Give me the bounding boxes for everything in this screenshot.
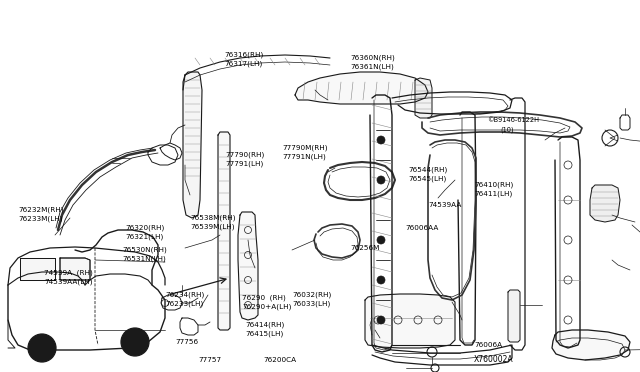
Polygon shape: [183, 72, 202, 218]
Circle shape: [377, 316, 385, 324]
Polygon shape: [415, 78, 432, 118]
Text: (10): (10): [500, 127, 514, 133]
Text: ©B9146-6122H: ©B9146-6122H: [487, 117, 539, 123]
Text: 74539A  (RH): 74539A (RH): [44, 270, 93, 276]
Text: 77756: 77756: [175, 339, 198, 345]
Text: 76316(RH): 76316(RH): [224, 52, 263, 58]
Text: 76233M(LH): 76233M(LH): [18, 216, 63, 222]
Circle shape: [121, 328, 149, 356]
Text: 77791N(LH): 77791N(LH): [282, 154, 326, 160]
Text: 76032(RH): 76032(RH): [292, 292, 332, 298]
Text: 76320(RH): 76320(RH): [125, 225, 164, 231]
Polygon shape: [60, 258, 90, 280]
Circle shape: [129, 336, 141, 348]
Text: 77757: 77757: [198, 357, 221, 363]
Text: 76544(RH): 76544(RH): [408, 167, 447, 173]
Text: 76290  (RH): 76290 (RH): [242, 295, 285, 301]
Text: 76234(RH): 76234(RH): [165, 292, 204, 298]
Text: 76545(LH): 76545(LH): [408, 176, 446, 182]
Text: 76539M(LH): 76539M(LH): [190, 224, 234, 230]
Text: 76006A: 76006A: [474, 342, 502, 348]
Text: 76290+A(LH): 76290+A(LH): [242, 304, 291, 310]
Text: 76414(RH): 76414(RH): [245, 322, 284, 328]
Text: 76006AA: 76006AA: [405, 225, 438, 231]
Text: 76200CA: 76200CA: [263, 357, 296, 363]
Text: 76531N(LH): 76531N(LH): [122, 256, 166, 262]
Polygon shape: [218, 132, 230, 330]
Polygon shape: [20, 258, 55, 280]
Circle shape: [377, 176, 385, 184]
Text: 74539AA(LH): 74539AA(LH): [44, 279, 93, 285]
Circle shape: [36, 342, 48, 354]
Circle shape: [377, 236, 385, 244]
Polygon shape: [590, 185, 620, 222]
Polygon shape: [238, 212, 258, 320]
Text: 76233(LH): 76233(LH): [165, 301, 204, 307]
Text: 76411(LH): 76411(LH): [474, 191, 512, 197]
Text: 76232M(RH): 76232M(RH): [18, 207, 63, 213]
Polygon shape: [508, 290, 520, 342]
Text: 76530N(RH): 76530N(RH): [122, 247, 167, 253]
Text: 76317(LH): 76317(LH): [224, 61, 262, 67]
Circle shape: [377, 276, 385, 284]
Text: 76538M(RH): 76538M(RH): [190, 215, 236, 221]
Polygon shape: [365, 294, 455, 348]
Text: 76321(LH): 76321(LH): [125, 234, 163, 240]
Text: X760002A: X760002A: [474, 356, 514, 365]
Text: 76361N(LH): 76361N(LH): [350, 64, 394, 70]
Circle shape: [28, 334, 56, 362]
Text: 77790M(RH): 77790M(RH): [282, 145, 328, 151]
Text: 76415(LH): 76415(LH): [245, 331, 284, 337]
Text: 76033(LH): 76033(LH): [292, 301, 330, 307]
Circle shape: [377, 136, 385, 144]
Polygon shape: [295, 72, 428, 104]
Text: 74539AA: 74539AA: [428, 202, 461, 208]
Text: 77790(RH): 77790(RH): [225, 152, 264, 158]
Text: 76360N(RH): 76360N(RH): [350, 55, 395, 61]
Polygon shape: [552, 330, 630, 360]
Text: 77791(LH): 77791(LH): [225, 161, 263, 167]
Text: 76256M: 76256M: [350, 245, 380, 251]
Text: 76410(RH): 76410(RH): [474, 182, 513, 188]
